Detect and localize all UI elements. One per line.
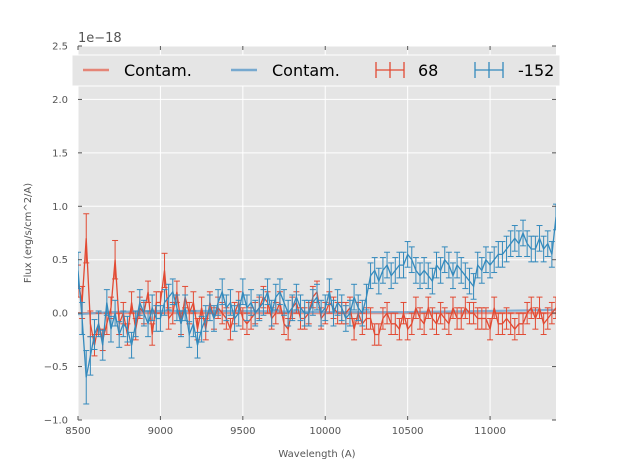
y-tick-label: −1.0 — [44, 416, 68, 427]
y-tick-label: 0.0 — [52, 309, 68, 320]
legend: Contam. Contam. 68 -152 — [71, 54, 561, 87]
legend-label: Contam. — [272, 61, 340, 80]
series-3 — [78, 203, 556, 405]
y-tick-label: 2.0 — [52, 95, 68, 106]
series-line — [78, 216, 556, 378]
x-tick-label: 10500 — [392, 426, 424, 437]
y-offset-text: 1e−18 — [78, 31, 122, 46]
x-tick-label: 9500 — [230, 426, 255, 437]
axis-ticks: 8500 9000 9500 10000 10500 11000 −1.0 −0.5 0.0 0.… — [44, 42, 556, 437]
x-tick-label: 11000 — [474, 426, 506, 437]
plot-area — [78, 46, 556, 420]
y-tick-label: 0.5 — [52, 255, 68, 266]
x-axis-label: Wavelength (A) — [278, 449, 355, 460]
y-axis-label: Flux (erg/s/cm^2/A) — [23, 183, 34, 283]
series-layer — [78, 203, 556, 405]
y-tick-label: 2.5 — [52, 42, 68, 53]
legend-label: Contam. — [124, 61, 192, 80]
y-tick-label: 1.5 — [52, 148, 68, 159]
y-tick-label: 1.0 — [52, 202, 68, 213]
y-tick-label: −0.5 — [44, 362, 68, 373]
legend-label: 68 — [418, 61, 438, 80]
grid-lines — [77, 45, 556, 421]
x-tick-label: 9000 — [148, 426, 173, 437]
legend-label: -152 — [518, 61, 554, 80]
x-tick-label: 10000 — [309, 426, 341, 437]
x-tick-label: 8500 — [65, 426, 90, 437]
